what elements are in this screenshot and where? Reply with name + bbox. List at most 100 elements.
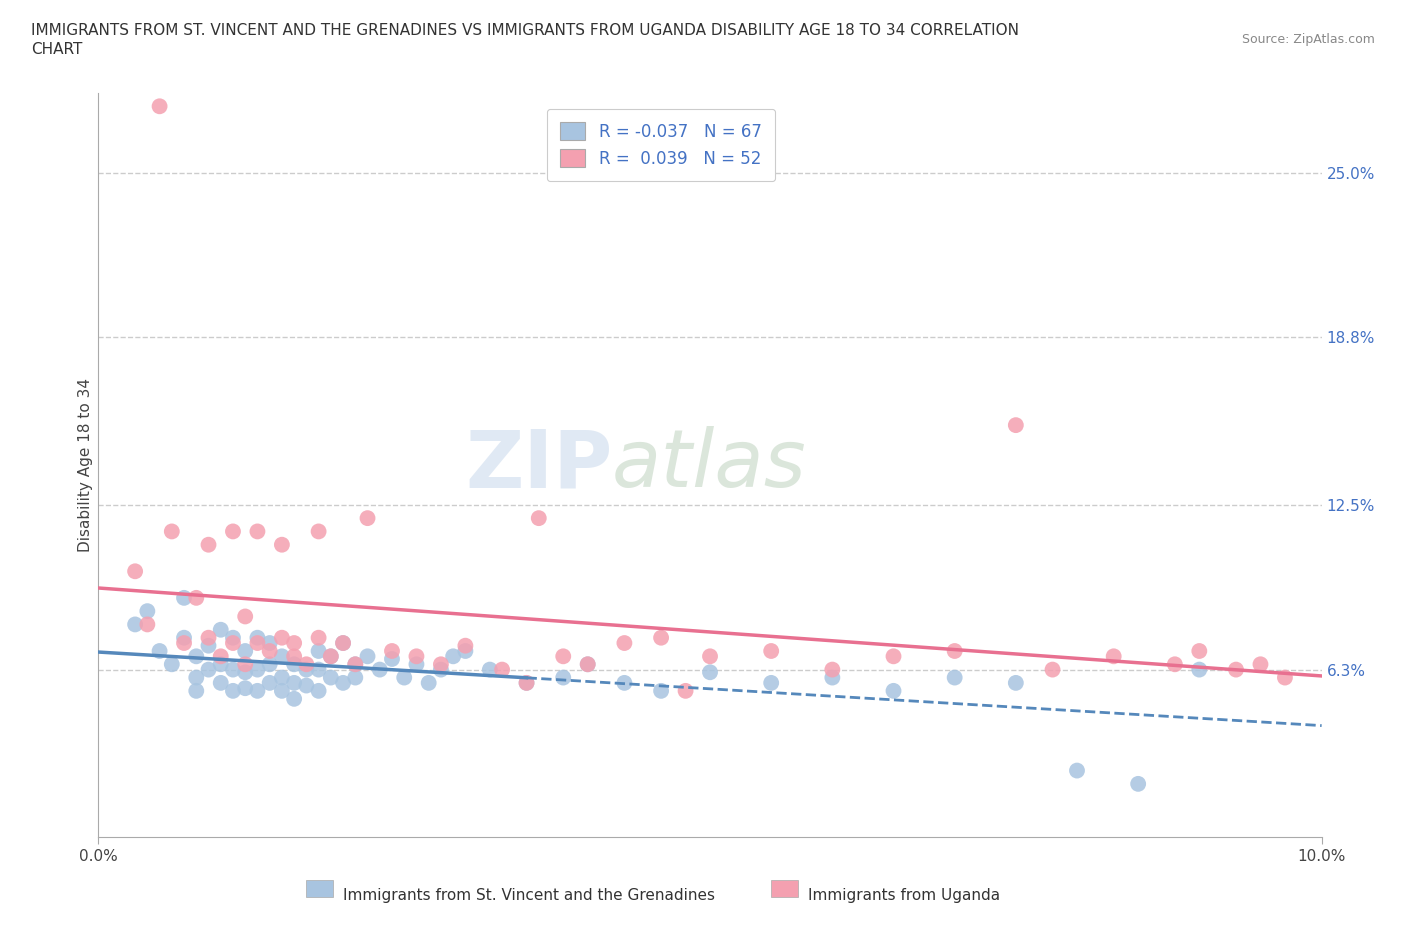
Point — [259, 675, 281, 690]
Point — [149, 99, 172, 113]
Point — [233, 681, 256, 696]
Point — [308, 524, 330, 538]
Point — [699, 649, 721, 664]
Point — [650, 631, 672, 645]
Point — [418, 675, 440, 690]
Point — [392, 671, 416, 685]
Point — [233, 609, 256, 624]
Legend: R = -0.037   N = 67, R =  0.039   N = 52: R = -0.037 N = 67, R = 0.039 N = 52 — [547, 109, 775, 181]
Point — [222, 635, 245, 650]
Point — [233, 644, 256, 658]
Point — [430, 662, 453, 677]
Point — [1102, 649, 1125, 664]
Point — [124, 564, 146, 578]
Point — [222, 684, 245, 698]
Point — [160, 524, 183, 538]
Point — [173, 591, 195, 605]
Point — [259, 635, 281, 650]
Point — [576, 657, 599, 671]
Point — [209, 649, 232, 664]
Bar — [307, 880, 333, 897]
Point — [454, 638, 477, 653]
Point — [233, 657, 256, 671]
Point — [270, 538, 292, 552]
Point — [650, 684, 672, 698]
Text: Immigrants from Uganda: Immigrants from Uganda — [808, 887, 1000, 903]
Point — [1274, 671, 1296, 685]
Point — [344, 657, 367, 671]
Point — [246, 662, 269, 677]
Point — [1004, 418, 1026, 432]
Point — [943, 671, 966, 685]
Point — [441, 649, 464, 664]
Point — [160, 657, 183, 671]
Point — [430, 657, 453, 671]
Point — [1128, 777, 1150, 791]
Point — [1188, 662, 1211, 677]
Text: atlas: atlas — [612, 426, 807, 504]
Point — [675, 684, 697, 698]
Point — [283, 675, 305, 690]
Text: IMMIGRANTS FROM ST. VINCENT AND THE GRENADINES VS IMMIGRANTS FROM UGANDA DISABIL: IMMIGRANTS FROM ST. VINCENT AND THE GREN… — [31, 23, 1019, 38]
Point — [1004, 675, 1026, 690]
Point — [1042, 662, 1064, 677]
Point — [576, 657, 599, 671]
Point — [197, 638, 219, 653]
Point — [1225, 662, 1247, 677]
Point — [186, 591, 208, 605]
Point — [516, 675, 538, 690]
Point — [173, 635, 195, 650]
Point — [270, 649, 292, 664]
Point — [308, 684, 330, 698]
Point — [283, 635, 305, 650]
Point — [173, 631, 195, 645]
Point — [613, 675, 636, 690]
Point — [233, 665, 256, 680]
Point — [222, 662, 245, 677]
Point — [553, 671, 575, 685]
Point — [405, 657, 427, 671]
Point — [283, 691, 305, 706]
Point — [259, 657, 281, 671]
Point — [222, 524, 245, 538]
Point — [405, 649, 427, 664]
Point — [368, 662, 391, 677]
Point — [491, 662, 513, 677]
Point — [283, 649, 305, 664]
Point — [381, 644, 404, 658]
Point — [613, 635, 636, 650]
Text: Source: ZipAtlas.com: Source: ZipAtlas.com — [1241, 33, 1375, 46]
Point — [356, 511, 378, 525]
Point — [883, 684, 905, 698]
Point — [516, 675, 538, 690]
Point — [308, 662, 330, 677]
Point — [209, 675, 232, 690]
Point — [527, 511, 550, 525]
Point — [821, 662, 844, 677]
Point — [186, 684, 208, 698]
Point — [883, 649, 905, 664]
Point — [246, 684, 269, 698]
Text: ZIP: ZIP — [465, 426, 612, 504]
Point — [759, 675, 782, 690]
Point — [319, 649, 342, 664]
Point — [295, 678, 318, 693]
Point — [295, 662, 318, 677]
Point — [149, 644, 172, 658]
Point — [197, 662, 219, 677]
Bar — [772, 880, 799, 897]
Point — [356, 649, 378, 664]
Point — [553, 649, 575, 664]
Text: Immigrants from St. Vincent and the Grenadines: Immigrants from St. Vincent and the Gren… — [343, 887, 716, 903]
Point — [124, 617, 146, 631]
Point — [136, 604, 159, 618]
Point — [344, 657, 367, 671]
Point — [295, 657, 318, 671]
Point — [270, 631, 292, 645]
Point — [1164, 657, 1187, 671]
Point — [319, 649, 342, 664]
Point — [308, 644, 330, 658]
Point — [1249, 657, 1271, 671]
Point — [308, 631, 330, 645]
Point — [259, 644, 281, 658]
